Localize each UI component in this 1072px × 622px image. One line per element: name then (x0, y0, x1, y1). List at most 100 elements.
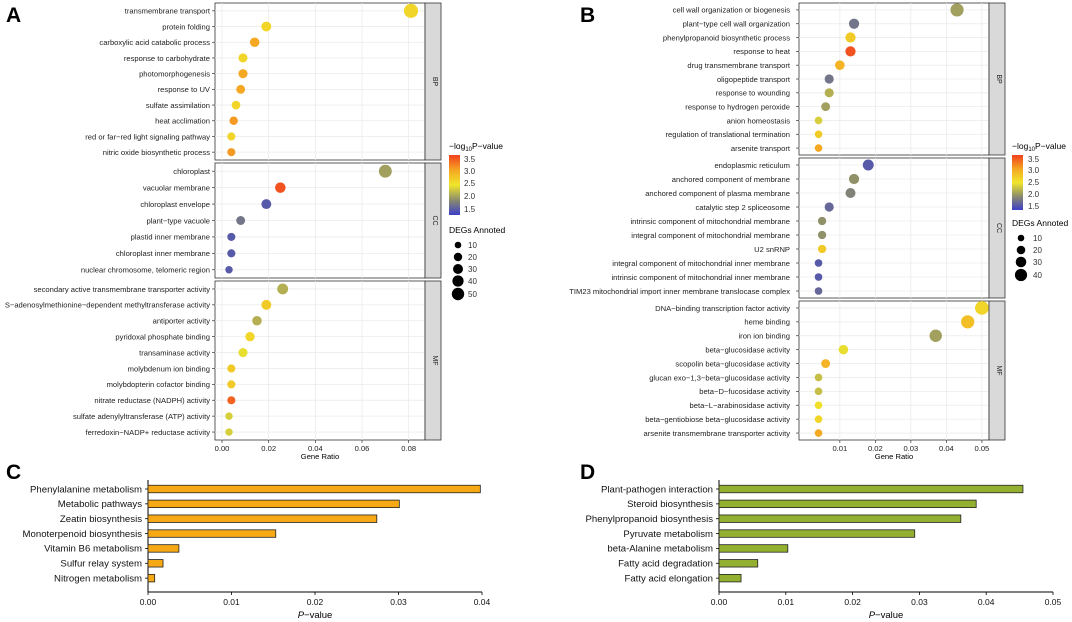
legend-b-color-tick: 2.5 (1028, 178, 1040, 187)
term-label: ferredoxin−NADP+ reductase activity (85, 428, 210, 437)
x-tick-label: 0.04 (939, 444, 954, 453)
legend-b-size-dot (1015, 256, 1027, 268)
term-label: intrinsic component of mitochondrial mem… (630, 217, 790, 226)
legend-a-color-tick: 3.0 (464, 167, 476, 176)
data-point (814, 415, 823, 423)
term-label: nuclear chromosome, telomeric region (81, 266, 210, 275)
term-label: carboxylic acid catabolic process (99, 38, 210, 47)
term-label: beta−gentiobiose beta−glucosidase activi… (645, 415, 790, 424)
data-point (227, 396, 236, 405)
bar (718, 514, 962, 523)
data-point (378, 164, 392, 178)
legend-a-color-title: −log10P−value (449, 141, 503, 153)
legend-b-size-title: DEGs Annoted (1012, 218, 1069, 228)
facet-strip (424, 280, 442, 441)
panel-label-b: B (580, 4, 595, 27)
term-label: response to carbohydrate (124, 54, 210, 63)
term-label: glucan exo−1,3−beta−glucosidase activity (649, 373, 790, 382)
facet-strip-label: BP (431, 77, 438, 87)
term-label: molybdenum ion binding (128, 364, 210, 373)
data-point (403, 3, 419, 18)
data-point (245, 331, 255, 342)
term-label: arsenite transmembrane transporter activ… (644, 429, 791, 438)
x-tick-label: 0.08 (401, 444, 416, 453)
data-point (225, 266, 233, 274)
data-point (848, 18, 860, 29)
legend-b-size-dot (1016, 245, 1026, 255)
x-tick-label: 0.01 (778, 597, 795, 607)
legend-a-color-tick: 3.5 (464, 155, 476, 164)
data-point (227, 380, 236, 389)
term-label: antiporter activity (153, 317, 211, 326)
data-point (824, 202, 834, 212)
term-label: transaminase activity (139, 348, 210, 357)
x-tick-label: 0.02 (844, 597, 861, 607)
term-label: endoplasmic reticulum (714, 161, 790, 170)
data-point (814, 287, 823, 295)
bar (718, 573, 742, 583)
facet-strip-label: CC (431, 215, 438, 225)
legend-b-color-bar (1012, 155, 1023, 210)
x-tick-label: 0.06 (355, 444, 370, 453)
term-label: U2 snRNP (754, 245, 790, 254)
term-label: plant−type cell wall organization (683, 20, 790, 29)
data-point (835, 60, 845, 70)
data-point (821, 102, 831, 112)
term-label: sulfate adenylyltransferase (ATP) activi… (73, 412, 210, 421)
term-label: molybdopterin cofactor binding (107, 380, 210, 389)
term-label: intrinsic component of mitochondrial inn… (611, 273, 790, 282)
facet-panel (214, 280, 426, 441)
x-tick-label: 0.00 (711, 597, 728, 607)
data-point (227, 249, 236, 258)
legend-a: −log10P−value 3.5 3.0 2.5 2.0 1.5 DEGs A… (449, 141, 506, 301)
category-label: Metabolic pathways (58, 499, 142, 510)
data-point (236, 84, 246, 94)
data-point (225, 428, 233, 436)
x-tick-label: 0.00 (215, 444, 230, 453)
data-point (227, 132, 236, 141)
dot-plot-a: transmembrane transport protein folding ca… (5, 2, 442, 461)
legend-a-size-label: 40 (468, 277, 477, 286)
x-tick-label: 0.03 (911, 597, 928, 607)
data-point (975, 301, 989, 315)
facet-strip (424, 162, 442, 279)
facet-strip-label: MF (431, 355, 438, 365)
data-point (950, 3, 964, 17)
data-point (261, 299, 272, 310)
bar (718, 484, 1024, 494)
x-tick-label: 0.00 (140, 597, 157, 607)
term-label: heme binding (744, 318, 790, 327)
data-point (817, 230, 827, 240)
term-label: transmembrane transport (125, 7, 211, 16)
facet-panel (798, 300, 990, 441)
category-label: Phenylalanine metabolism (30, 484, 142, 495)
x-tick-label: 0.03 (903, 444, 918, 453)
facet-panel (214, 2, 426, 161)
bar (147, 529, 277, 538)
data-point (817, 244, 827, 254)
term-label: response to hydrogen peroxide (685, 102, 790, 111)
data-point (261, 21, 272, 32)
data-point (814, 273, 823, 281)
x-tick-label: 0.04 (474, 597, 491, 607)
category-label: Fatty acid elongation (624, 573, 713, 584)
dot-plot-b: cell wall organization or biogenesis plan… (569, 2, 1006, 461)
term-label: phenylpropanoid biosynthetic process (663, 33, 790, 42)
legend-a-size-label: 50 (468, 290, 477, 299)
bar (147, 544, 180, 553)
facet-panel (798, 157, 990, 299)
legend-b-color-title: −log10P−value (1012, 141, 1066, 153)
term-label: photomorphogenesis (139, 69, 210, 78)
term-label: S−adenosylmethionine−dependent methyltra… (5, 301, 210, 310)
x-tick-label: 0.04 (978, 597, 995, 607)
data-point (845, 187, 856, 199)
data-point (817, 216, 827, 226)
legend-a-color-tick: 2.5 (464, 179, 476, 188)
data-point (261, 199, 272, 210)
legend-a-size-dot (453, 252, 463, 262)
bar-chart-d: Plant-pathogen interaction Steroid biosyn… (586, 480, 1062, 621)
data-point (961, 315, 975, 329)
legend-b: −log10P−value 3.5 3.0 2.5 2.0 1.5 DEGs A… (1012, 141, 1069, 282)
term-label: response to heat (733, 47, 790, 56)
